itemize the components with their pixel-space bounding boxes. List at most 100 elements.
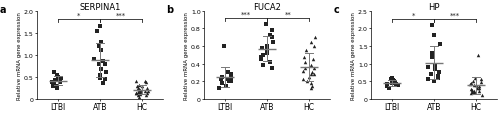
Point [430,81,438,82]
Point [430,35,438,37]
Point [467,82,475,84]
Point [96,74,104,76]
Point [218,82,226,84]
Point [135,84,143,86]
Point [224,79,232,81]
Point [307,65,315,67]
Point [259,54,267,56]
Point [259,65,267,67]
Point [299,70,307,72]
Point [227,81,235,82]
Point [392,83,400,85]
Point [307,41,315,43]
Point [134,88,142,90]
Point [50,72,58,74]
Point [141,81,149,82]
Point [52,80,60,82]
Point [56,77,64,79]
Point [140,90,148,92]
Point [383,83,391,85]
Point [138,86,146,88]
Point [424,67,432,68]
Point [92,30,100,32]
Point [299,79,307,81]
Point [477,79,485,81]
Point [310,46,318,48]
Point [383,86,391,88]
Point [476,87,484,89]
Point [96,77,104,79]
Point [136,91,144,93]
Point [90,59,98,61]
Point [54,76,62,78]
Point [474,54,482,56]
Point [218,76,226,78]
Point [268,67,276,69]
Point [53,87,61,89]
Point [257,59,265,61]
Point [308,88,316,89]
Point [302,50,310,52]
Point [388,80,396,82]
Point [227,76,235,78]
Point [302,81,310,82]
Point [220,46,228,48]
Point [300,56,308,58]
Point [144,90,152,92]
Point [48,81,56,83]
Point [391,81,399,83]
Point [430,68,438,70]
Point [258,47,266,49]
Point [475,86,483,88]
Point [478,94,486,96]
Point [302,67,310,69]
Point [268,41,276,43]
Point [132,93,140,95]
Point [268,37,276,39]
Point [132,93,140,95]
Point [224,81,232,82]
Point [428,25,436,27]
Point [136,94,143,95]
Text: ***: *** [241,12,251,18]
Point [307,74,315,75]
Text: ***: *** [450,13,460,19]
Point [134,91,142,93]
Point [53,74,61,76]
Y-axis label: Relative mRNA gene expression: Relative mRNA gene expression [352,12,356,99]
Point [474,88,482,89]
Point [466,93,474,95]
Point [262,24,270,26]
Text: **: ** [284,12,292,18]
Point [95,46,103,48]
Point [50,83,58,85]
Point [98,41,106,43]
Point [434,75,442,77]
Point [49,85,57,87]
Point [470,85,478,87]
Text: c: c [334,5,339,15]
Point [308,72,316,74]
Title: HP: HP [428,3,440,12]
Point [388,79,396,81]
Point [102,71,110,73]
Point [268,30,276,32]
Point [52,80,60,82]
Point [215,88,223,89]
Point [218,79,226,81]
Point [136,89,143,91]
Text: a: a [0,5,6,15]
Point [133,85,141,87]
Point [263,46,271,48]
Point [394,85,402,87]
Point [305,76,313,78]
Point [430,65,438,67]
Point [434,77,442,79]
Point [142,81,150,83]
Point [132,81,140,82]
Point [266,61,274,63]
Point [466,83,474,85]
Point [135,88,143,90]
Point [100,63,108,65]
Point [424,79,432,81]
